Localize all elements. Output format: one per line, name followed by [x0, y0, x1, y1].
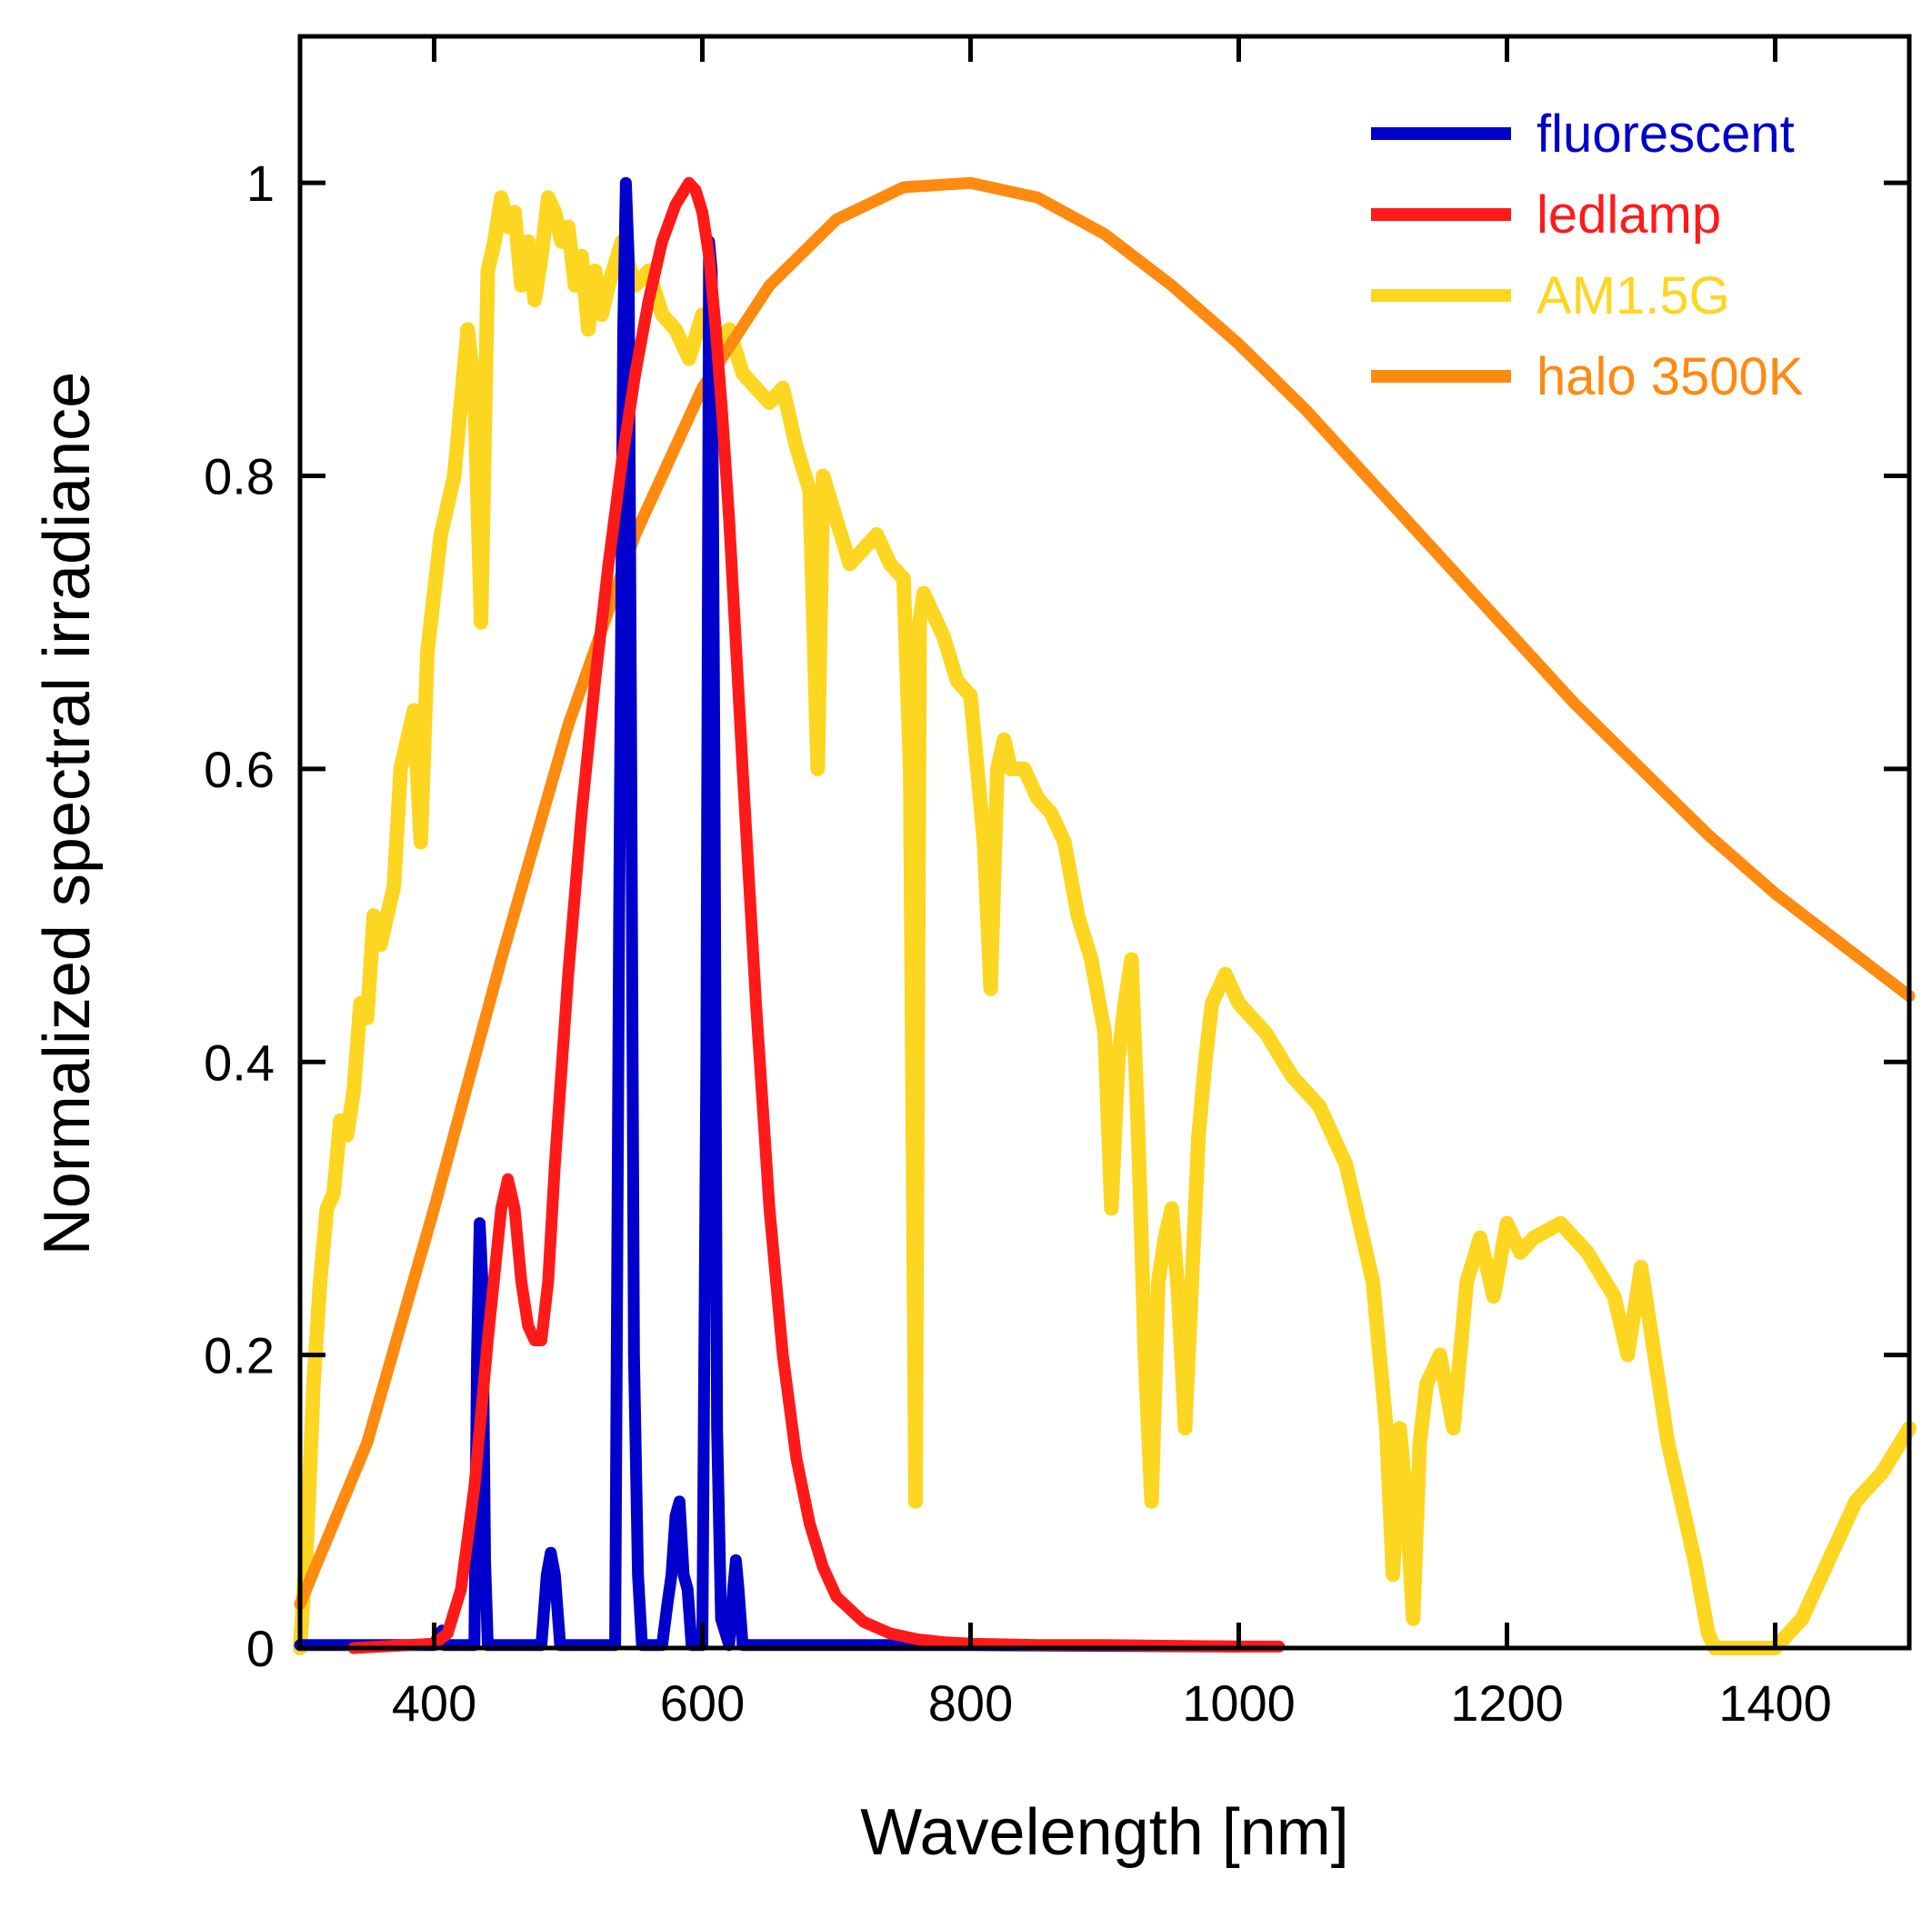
- y-tick-label-1: 0.2: [204, 1327, 275, 1384]
- y-tick-labels: 0 0.2 0.4 0.6 0.8 1: [204, 155, 275, 1677]
- x-tick-label-800: 800: [928, 1674, 1013, 1732]
- legend-label-fluorescent: fluorescent: [1537, 105, 1795, 164]
- ticks-layer: [300, 36, 1909, 1651]
- series-layer: [293, 176, 1917, 1655]
- y-tick-label-2: 0.4: [204, 1034, 275, 1091]
- x-tick-label-600: 600: [660, 1674, 745, 1732]
- legend-label-am1-5g: AM1.5G: [1537, 266, 1730, 325]
- y-tick-label-5: 1: [246, 155, 275, 212]
- x-tick-labels: 400 600 800 1000 1200 1400: [392, 1674, 1832, 1732]
- x-tick-label-1200: 1200: [1450, 1674, 1564, 1732]
- series-line-halo-3500k: [294, 176, 1916, 1611]
- series-line-fluorescent: [294, 176, 1245, 1653]
- series-line-ledlamp: [347, 176, 1286, 1654]
- legend: fluorescent ledlamp AM1.5G halo 3500K: [1371, 105, 1804, 406]
- y-tick-label-3: 0.6: [204, 741, 275, 798]
- x-tick-label-1400: 1400: [1718, 1674, 1832, 1732]
- x-tick-label-1000: 1000: [1182, 1674, 1296, 1732]
- series-line-am1-5g: [293, 190, 1917, 1655]
- legend-label-ledlamp: ledlamp: [1537, 185, 1721, 245]
- legend-label-halo-3500k: halo 3500K: [1537, 347, 1804, 406]
- y-axis-title: Normalized spectral irradiance: [31, 372, 104, 1255]
- y-tick-label-0: 0: [246, 1620, 275, 1677]
- x-tick-label-400: 400: [392, 1674, 476, 1732]
- y-tick-label-4: 0.8: [204, 448, 275, 505]
- plot-frame: [297, 34, 1912, 1651]
- x-axis-title: Wavelength [nm]: [860, 1796, 1349, 1869]
